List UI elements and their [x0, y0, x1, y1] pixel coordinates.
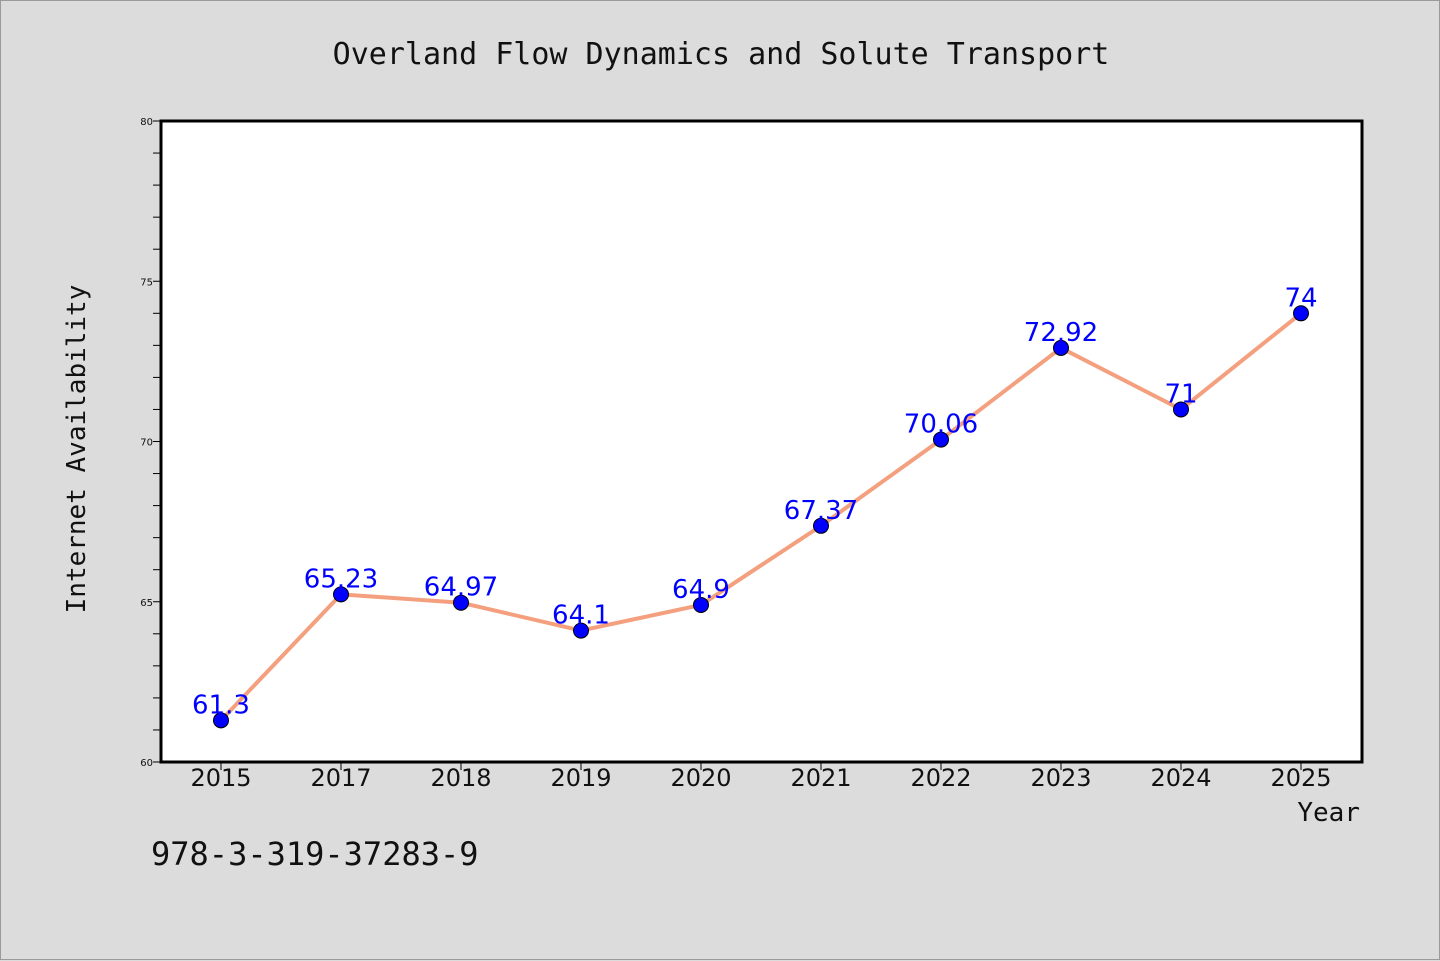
data-point	[333, 586, 349, 603]
x-tick-label: 2019	[550, 764, 611, 792]
y-axis-label: Internet Availability	[62, 285, 92, 614]
data-label: 64.9	[672, 575, 730, 605]
data-point	[1053, 339, 1069, 356]
data-label: 64.1	[552, 601, 610, 631]
data-label: 67.37	[784, 496, 858, 526]
series-line	[219, 311, 1303, 723]
x-tick-label: 2018	[430, 764, 491, 792]
isbn-footer: 978-3-319-37283-9	[151, 835, 479, 873]
data-point	[1293, 305, 1309, 322]
y-tick-label: 75	[140, 277, 153, 288]
data-point	[213, 712, 229, 729]
data-label: 74	[1284, 283, 1317, 313]
y-tick-label: 60	[140, 758, 153, 769]
x-tick-label: 2017	[310, 764, 371, 792]
series-markers	[213, 305, 1309, 729]
data-point	[693, 596, 709, 613]
data-label: 71	[1164, 379, 1197, 409]
y-tick-label: 65	[140, 598, 153, 609]
data-label: 61.3	[192, 690, 250, 720]
data-point	[1173, 401, 1189, 418]
x-tick-label: 2023	[1030, 764, 1091, 792]
data-label: 72.92	[1024, 318, 1098, 348]
x-axis-label: Year	[1297, 798, 1360, 828]
x-tick-label: 2022	[910, 764, 971, 792]
data-label: 64.97	[424, 573, 498, 603]
chart-title: Overland Flow Dynamics and Solute Transp…	[333, 37, 1110, 72]
y-axis-ticks: 60 65 70 75 80	[140, 117, 161, 769]
x-tick-label: 2021	[790, 764, 851, 792]
data-point	[813, 517, 829, 534]
data-label: 70.06	[904, 410, 978, 440]
data-point	[453, 594, 469, 611]
data-point	[933, 431, 949, 448]
x-tick-label: 2025	[1270, 764, 1331, 792]
y-tick-label: 70	[140, 438, 153, 449]
series-line-group	[219, 311, 1303, 723]
x-tick-label: 2015	[190, 764, 251, 792]
x-axis-ticks: 2015 2017 2018 2019 2020 2021 2022 2023 2024 2025	[190, 762, 1332, 792]
data-point	[573, 622, 589, 639]
y-tick-label: 80	[140, 117, 153, 128]
data-label: 65.23	[304, 564, 378, 594]
x-tick-label: 2020	[670, 764, 731, 792]
plot-area	[159, 119, 1364, 764]
x-tick-label: 2024	[1150, 764, 1211, 792]
data-labels: 61.3 65.23 64.97 64.1 64.9 67.37 70.06 72.92 71 7…	[192, 283, 1317, 720]
